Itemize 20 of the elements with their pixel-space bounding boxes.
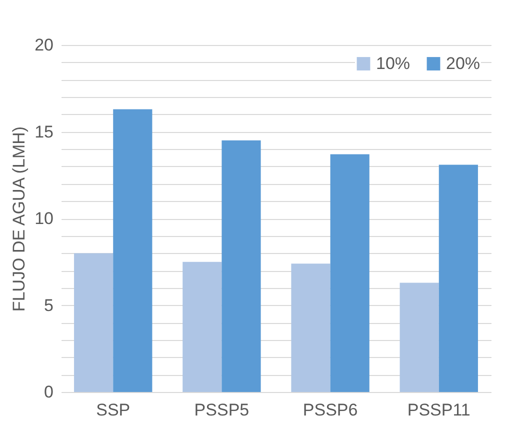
y-tick-label: 5 (44, 296, 54, 315)
bar (291, 264, 330, 392)
x-tick-label: SSP (96, 400, 130, 420)
y-tick-label: 10 (34, 209, 54, 228)
legend-label: 20% (446, 54, 480, 73)
bar (330, 154, 370, 392)
y-tick-label: 15 (34, 122, 54, 142)
y-tick-label: 20 (34, 36, 54, 54)
bar (400, 282, 439, 392)
x-tick-label: PSSP11 (407, 400, 470, 420)
bar (74, 253, 114, 392)
x-tick-label: PSSP5 (194, 400, 250, 420)
bar (438, 164, 478, 392)
y-axis-title: FLUJO DE AGUA (LMH) (10, 126, 29, 312)
bar (182, 262, 222, 392)
x-tick-label: PSSP6 (302, 400, 358, 420)
legend-label: 10% (376, 54, 410, 73)
bar (113, 109, 152, 392)
y-tick-label: 0 (44, 382, 54, 402)
bar (222, 140, 261, 392)
